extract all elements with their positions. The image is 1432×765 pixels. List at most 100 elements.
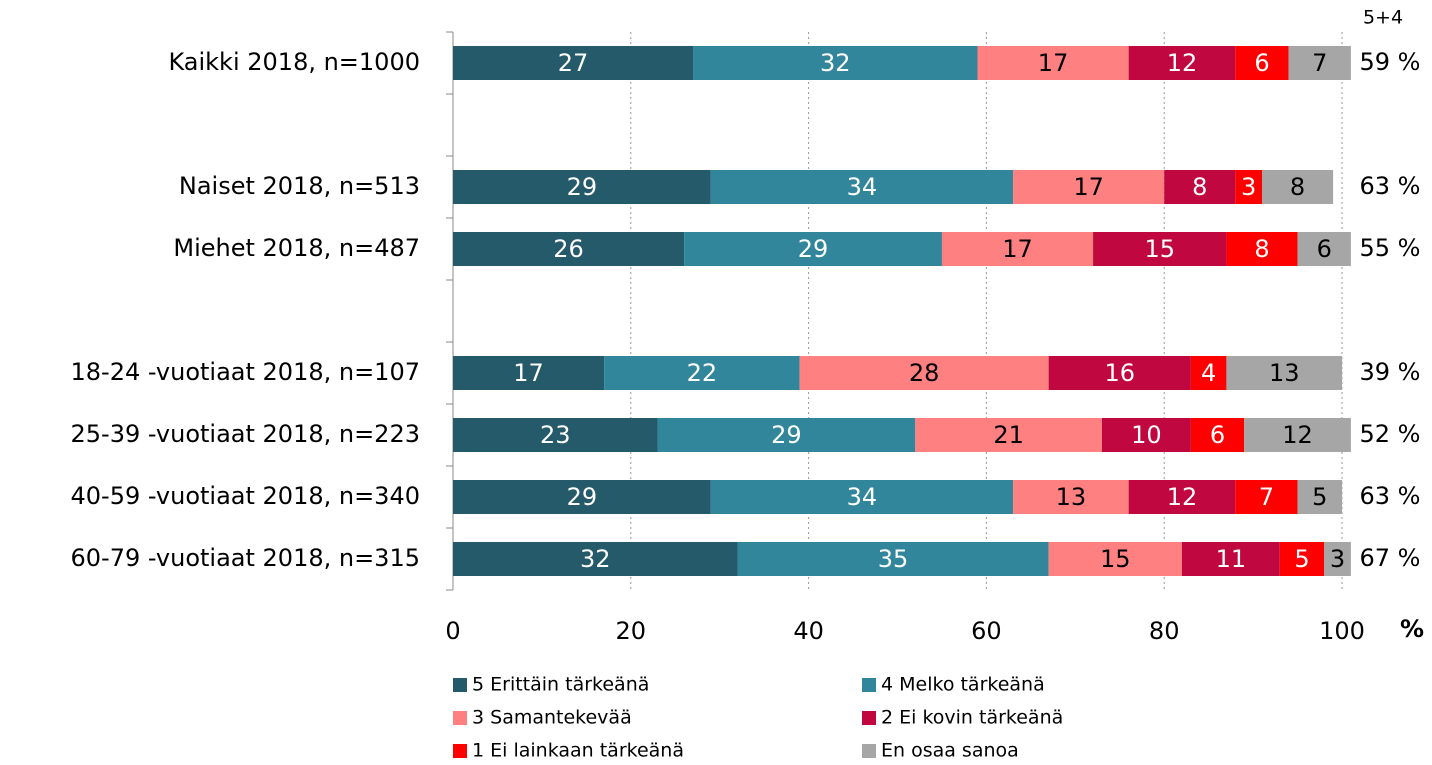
y-tick-label: Kaikki 2018, n=1000 bbox=[168, 48, 420, 76]
x-tick-label: 0 bbox=[445, 617, 460, 645]
bar-segment bbox=[1226, 232, 1298, 266]
data-label: 32 bbox=[580, 545, 611, 573]
bar-segment bbox=[453, 170, 711, 204]
data-label: 6 bbox=[1210, 421, 1225, 449]
data-label: 17 bbox=[513, 359, 544, 387]
bar-segment bbox=[453, 418, 658, 452]
bar-segment bbox=[737, 542, 1049, 576]
bar-segment bbox=[1288, 46, 1351, 80]
bar-segment bbox=[1181, 542, 1280, 576]
y-tick-label: Naiset 2018, n=513 bbox=[179, 172, 420, 200]
data-label: 7 bbox=[1312, 49, 1327, 77]
total-label: 52 % bbox=[1360, 420, 1421, 448]
bar-segment bbox=[1128, 480, 1236, 514]
data-label: 34 bbox=[847, 173, 878, 201]
data-label: 5 bbox=[1294, 545, 1309, 573]
total-label: 67 % bbox=[1360, 544, 1421, 572]
data-label: 17 bbox=[1073, 173, 1104, 201]
legend-swatch bbox=[453, 744, 467, 758]
bar-segment bbox=[1190, 418, 1245, 452]
bar-segment bbox=[453, 480, 711, 514]
x-tick-label: 60 bbox=[971, 617, 1002, 645]
bar-segment bbox=[799, 356, 1049, 390]
x-tick-label: 40 bbox=[793, 617, 824, 645]
legend-label: 2 Ei kovin tärkeänä bbox=[881, 707, 1063, 729]
data-label: 8 bbox=[1290, 173, 1305, 201]
bar-segment bbox=[453, 356, 605, 390]
bar-segment bbox=[1164, 170, 1236, 204]
legend-label: 5 Erittäin tärkeänä bbox=[472, 674, 649, 696]
data-label: 8 bbox=[1192, 173, 1207, 201]
bar-segment bbox=[1101, 418, 1191, 452]
data-label: 21 bbox=[993, 421, 1024, 449]
data-label: 12 bbox=[1167, 483, 1198, 511]
data-label: 4 bbox=[1201, 359, 1216, 387]
bar-segment bbox=[1048, 542, 1182, 576]
bar-segment bbox=[915, 418, 1102, 452]
data-label: 11 bbox=[1216, 545, 1247, 573]
bar-segment bbox=[684, 232, 942, 266]
legend-label: 4 Melko tärkeänä bbox=[881, 674, 1045, 696]
y-tick-label: 18-24 -vuotiaat 2018, n=107 bbox=[71, 358, 420, 386]
bar-segment bbox=[1093, 232, 1227, 266]
data-label: 7 bbox=[1259, 483, 1274, 511]
data-label: 29 bbox=[567, 483, 598, 511]
legend-label: En osaa sanoa bbox=[881, 740, 1019, 762]
data-label: 5 bbox=[1312, 483, 1327, 511]
data-label: 6 bbox=[1254, 49, 1269, 77]
bar-segment bbox=[1226, 356, 1342, 390]
data-label: 6 bbox=[1317, 235, 1332, 263]
total-label: 59 % bbox=[1360, 48, 1421, 76]
bar-segment bbox=[1261, 170, 1334, 204]
x-tick-label: 80 bbox=[1149, 617, 1180, 645]
bar-segment bbox=[1297, 480, 1342, 514]
bar-segment bbox=[453, 46, 694, 80]
data-label: 22 bbox=[687, 359, 718, 387]
data-label: 15 bbox=[1144, 235, 1175, 263]
total-label: 63 % bbox=[1360, 482, 1421, 510]
data-label: 16 bbox=[1104, 359, 1135, 387]
legend-label: 1 Ei lainkaan tärkeänä bbox=[472, 740, 684, 762]
data-label: 10 bbox=[1131, 421, 1162, 449]
bar-segment bbox=[710, 480, 1014, 514]
bar-segment bbox=[1048, 356, 1191, 390]
data-label: 29 bbox=[567, 173, 598, 201]
bar-segment bbox=[710, 170, 1014, 204]
bar-segment bbox=[1297, 232, 1351, 266]
x-axis-label: % bbox=[1400, 615, 1424, 643]
data-label: 17 bbox=[1038, 49, 1069, 77]
data-label: 13 bbox=[1056, 483, 1087, 511]
bar-segment bbox=[1190, 356, 1227, 390]
data-label: 29 bbox=[771, 421, 802, 449]
bar-segment bbox=[1128, 46, 1236, 80]
bar-segment bbox=[977, 46, 1129, 80]
bar-segment bbox=[1244, 418, 1351, 452]
data-label: 12 bbox=[1167, 49, 1198, 77]
bar-segment bbox=[657, 418, 916, 452]
x-tick-label: 20 bbox=[616, 617, 647, 645]
data-label: 23 bbox=[540, 421, 571, 449]
legend-swatch bbox=[453, 711, 467, 725]
total-label: 55 % bbox=[1360, 234, 1421, 262]
bar-segment bbox=[453, 232, 685, 266]
bar-segment bbox=[604, 356, 800, 390]
legend-swatch bbox=[862, 711, 876, 725]
data-label: 3 bbox=[1241, 173, 1256, 201]
legend-label: 3 Samantekevää bbox=[472, 707, 632, 729]
data-label: 26 bbox=[553, 235, 584, 263]
bar-segment bbox=[1235, 170, 1262, 204]
data-label: 3 bbox=[1330, 545, 1345, 573]
total-label: 39 % bbox=[1360, 358, 1421, 386]
y-tick-label: Miehet 2018, n=487 bbox=[173, 234, 420, 262]
data-label: 35 bbox=[878, 545, 909, 573]
data-label: 8 bbox=[1254, 235, 1269, 263]
totals-title: 5+4 bbox=[1363, 7, 1403, 29]
x-tick-label: 100 bbox=[1319, 617, 1365, 645]
data-label: 13 bbox=[1269, 359, 1300, 387]
data-label: 32 bbox=[820, 49, 851, 77]
y-tick-label: 25-39 -vuotiaat 2018, n=223 bbox=[71, 420, 420, 448]
total-label: 63 % bbox=[1360, 172, 1421, 200]
data-label: 34 bbox=[847, 483, 878, 511]
bar-segment bbox=[941, 232, 1094, 266]
